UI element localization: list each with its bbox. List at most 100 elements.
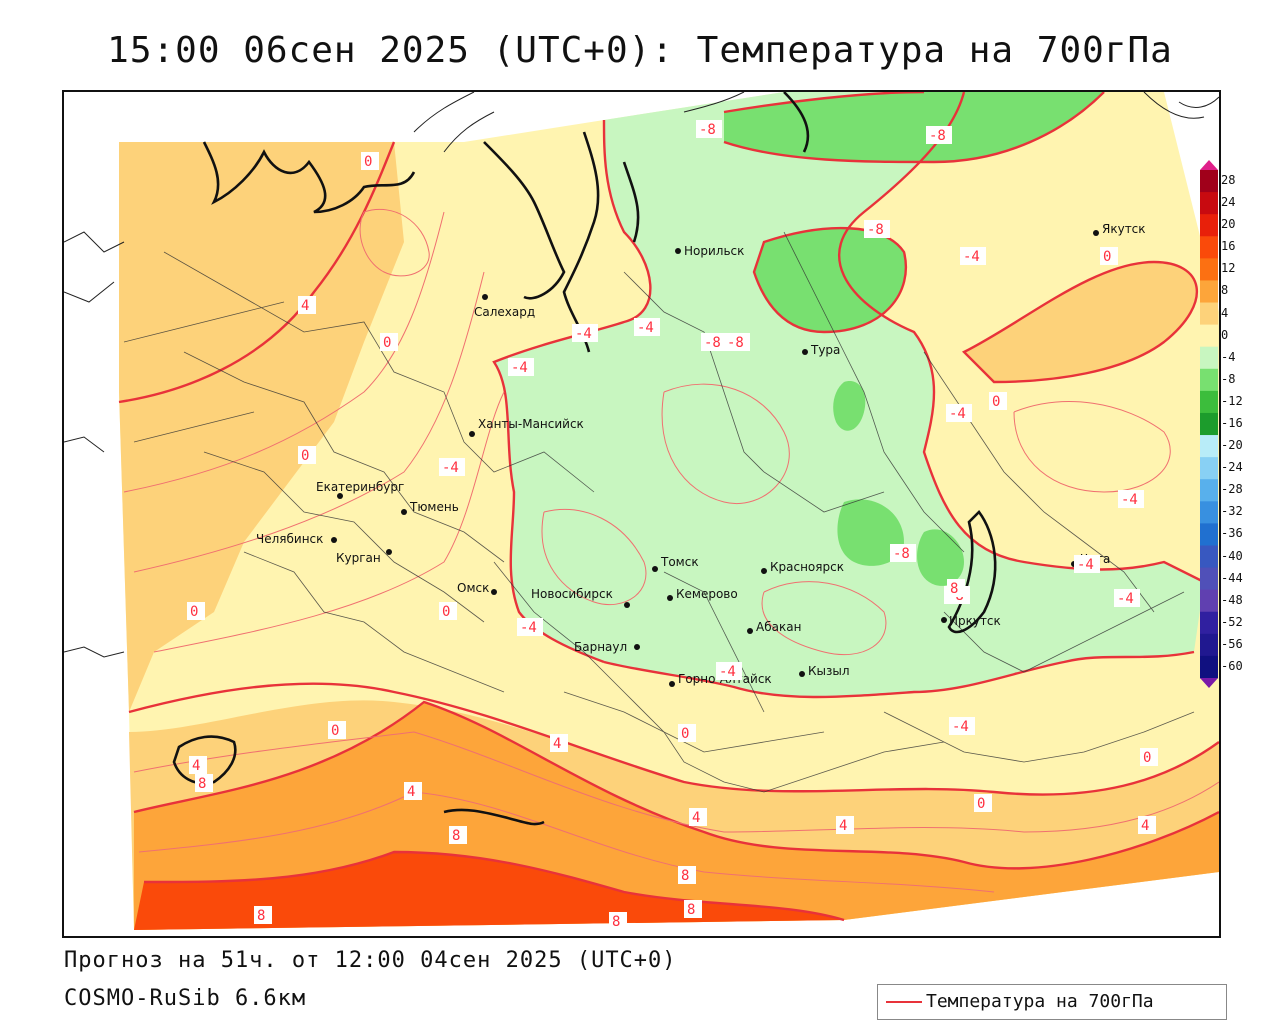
city-kurgan[interactable]: Курган xyxy=(336,549,392,565)
svg-text:-8: -8 xyxy=(704,335,721,351)
colorbar-swatch xyxy=(1200,457,1218,480)
colorbar-tick-label: -12 xyxy=(1221,393,1243,408)
city-tura[interactable]: Тура xyxy=(802,343,840,357)
svg-text:8: 8 xyxy=(681,868,689,884)
svg-text:0: 0 xyxy=(992,394,1000,410)
svg-text:4: 4 xyxy=(1141,818,1149,834)
svg-text:-4: -4 xyxy=(520,620,537,636)
colorbar-swatch xyxy=(1200,302,1218,326)
colorbar-tick-label: -56 xyxy=(1221,636,1243,651)
svg-text:-4: -4 xyxy=(952,719,969,735)
svg-text:Екатеринбург: Екатеринбург xyxy=(316,480,404,494)
colorbar-swatch xyxy=(1200,324,1218,348)
svg-text:Барнаул: Барнаул xyxy=(574,640,627,654)
city-abakan[interactable]: Абакан xyxy=(747,620,801,634)
svg-text:-4: -4 xyxy=(1117,591,1134,607)
city-tomsk[interactable]: Томск xyxy=(652,555,699,572)
legend-box: Температура на 700гПа xyxy=(877,984,1227,1020)
svg-text:8: 8 xyxy=(687,902,695,918)
svg-text:Якутск: Якутск xyxy=(1102,222,1146,236)
svg-text:8: 8 xyxy=(950,581,958,597)
colorbar-swatch xyxy=(1200,214,1218,237)
colorbar-tick-label: -16 xyxy=(1221,416,1243,430)
city-irkutsk[interactable]: Иркутск xyxy=(941,614,1001,628)
svg-text:Салехард: Салехард xyxy=(474,305,535,319)
city-tyumen[interactable]: Тюмень xyxy=(401,500,459,515)
colorbar-tick-label: -60 xyxy=(1221,658,1243,673)
colorbar-swatch xyxy=(1200,236,1218,259)
colorbar-swatch xyxy=(1200,655,1218,679)
colorbar-swatch xyxy=(1200,545,1218,569)
svg-text:Омск: Омск xyxy=(457,581,489,595)
colorbar-tick-label: 28 xyxy=(1221,173,1236,188)
city-yakutsk[interactable]: Якутск xyxy=(1093,222,1146,236)
city-khanty-mansiysk[interactable]: Ханты-Мансийск xyxy=(469,417,584,437)
colorbar-swatch xyxy=(1200,567,1218,591)
colorbar-swatch xyxy=(1200,479,1218,502)
svg-text:-4: -4 xyxy=(1121,492,1138,508)
colorbar-tick-label: -52 xyxy=(1221,614,1243,629)
city-novosibirsk[interactable]: Новосибирск xyxy=(531,587,630,608)
colorbar-swatch xyxy=(1200,412,1218,436)
colorbar-tick-label: -40 xyxy=(1221,548,1243,563)
svg-text:Кемерово: Кемерово xyxy=(676,587,738,601)
svg-text:-8: -8 xyxy=(867,222,884,238)
city-norilsk[interactable]: Норильск xyxy=(675,244,744,258)
svg-text:0: 0 xyxy=(1103,249,1111,265)
city-salekhard[interactable]: Салехард xyxy=(474,294,535,319)
colorbar-swatch xyxy=(1200,280,1218,304)
svg-text:Кызыл: Кызыл xyxy=(808,664,850,678)
city-kemerovo[interactable]: Кемерово xyxy=(667,587,738,601)
svg-text:0: 0 xyxy=(977,796,985,812)
colorbar-swatch xyxy=(1200,589,1218,613)
svg-text:-4: -4 xyxy=(575,326,592,342)
city-yekaterinburg[interactable]: Екатеринбург xyxy=(316,480,404,499)
legend-label: Температура на 700гПа xyxy=(926,991,1154,1012)
colorbar-swatch xyxy=(1200,192,1218,215)
city-chelyabinsk[interactable]: Челябинск xyxy=(256,532,337,546)
svg-text:0: 0 xyxy=(1143,750,1151,766)
colorbar-tick-label: 12 xyxy=(1221,261,1236,276)
svg-text:Красноярск: Красноярск xyxy=(770,560,844,574)
colorbar xyxy=(1200,160,1218,688)
colorbar-scale xyxy=(1200,160,1218,688)
svg-text:Иркутск: Иркутск xyxy=(949,614,1001,628)
svg-text:4: 4 xyxy=(301,298,309,314)
svg-text:-8: -8 xyxy=(929,128,946,144)
city-barnaul[interactable]: Барнаул xyxy=(574,640,640,654)
svg-text:-4: -4 xyxy=(511,360,528,376)
colorbar-tick-label: -32 xyxy=(1221,504,1243,519)
svg-text:8: 8 xyxy=(612,914,620,930)
svg-text:-4: -4 xyxy=(949,406,966,422)
colorbar-swatch xyxy=(1200,346,1218,370)
svg-text:-8: -8 xyxy=(727,335,744,351)
isoline-labels: -8 -8 -8 -4 -4 -4 -4 -4 -8 -8 -4 -4 -4 -… xyxy=(187,120,1158,930)
colorbar-tick-label: 20 xyxy=(1221,217,1236,232)
colorbar-tick-label: 16 xyxy=(1221,239,1236,254)
svg-text:Челябинск: Челябинск xyxy=(256,532,323,546)
zone-south-12 xyxy=(134,852,844,930)
svg-text:4: 4 xyxy=(839,818,847,834)
svg-text:-8: -8 xyxy=(893,546,910,562)
svg-text:Курган: Курган xyxy=(336,551,381,565)
colorbar-swatch xyxy=(1200,258,1218,281)
svg-text:Тура: Тура xyxy=(810,343,840,357)
zone-yakutia-4 xyxy=(964,262,1197,382)
svg-text:-4: -4 xyxy=(637,320,654,336)
svg-text:Тюмень: Тюмень xyxy=(409,500,459,514)
svg-text:4: 4 xyxy=(692,810,700,826)
svg-text:-8: -8 xyxy=(699,122,716,138)
colorbar-swatch xyxy=(1200,435,1218,458)
svg-text:4: 4 xyxy=(407,784,415,800)
svg-text:Новосибирск: Новосибирск xyxy=(531,587,613,601)
svg-text:8: 8 xyxy=(257,908,265,924)
svg-text:Ханты-Мансийск: Ханты-Мансийск xyxy=(478,417,584,431)
colorbar-swatch xyxy=(1200,368,1218,392)
city-omsk[interactable]: Омск xyxy=(457,581,497,595)
city-krasnoyarsk[interactable]: Красноярск xyxy=(761,560,844,574)
svg-text:Абакан: Абакан xyxy=(756,620,801,634)
svg-text:-4: -4 xyxy=(719,664,736,680)
svg-text:0: 0 xyxy=(331,723,339,739)
city-kyzyl[interactable]: Кызыл xyxy=(799,664,850,678)
colorbar-tick-label: 0 xyxy=(1221,327,1229,342)
